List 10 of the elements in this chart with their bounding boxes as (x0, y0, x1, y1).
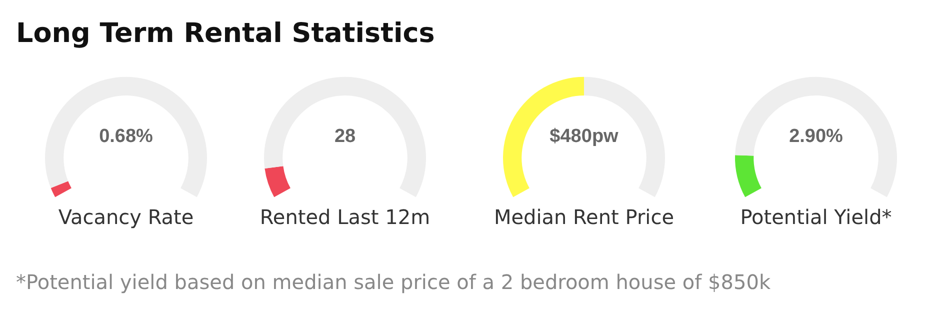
text: Potential Yield* (739, 205, 893, 229)
text: Median Rent Price (492, 205, 676, 229)
text: Long Term Rental Statistics (16, 18, 435, 49)
text: Vacancy Rate (57, 205, 195, 229)
text: 28 (334, 126, 356, 148)
text: *Potential yield based on median sale price of a 2 bedroom house of $850k (16, 270, 771, 294)
text: Rented Last 12m (258, 205, 432, 229)
text: 2.90% (789, 126, 844, 148)
text: 0.68% (99, 126, 154, 148)
text: $480pw (550, 126, 619, 148)
